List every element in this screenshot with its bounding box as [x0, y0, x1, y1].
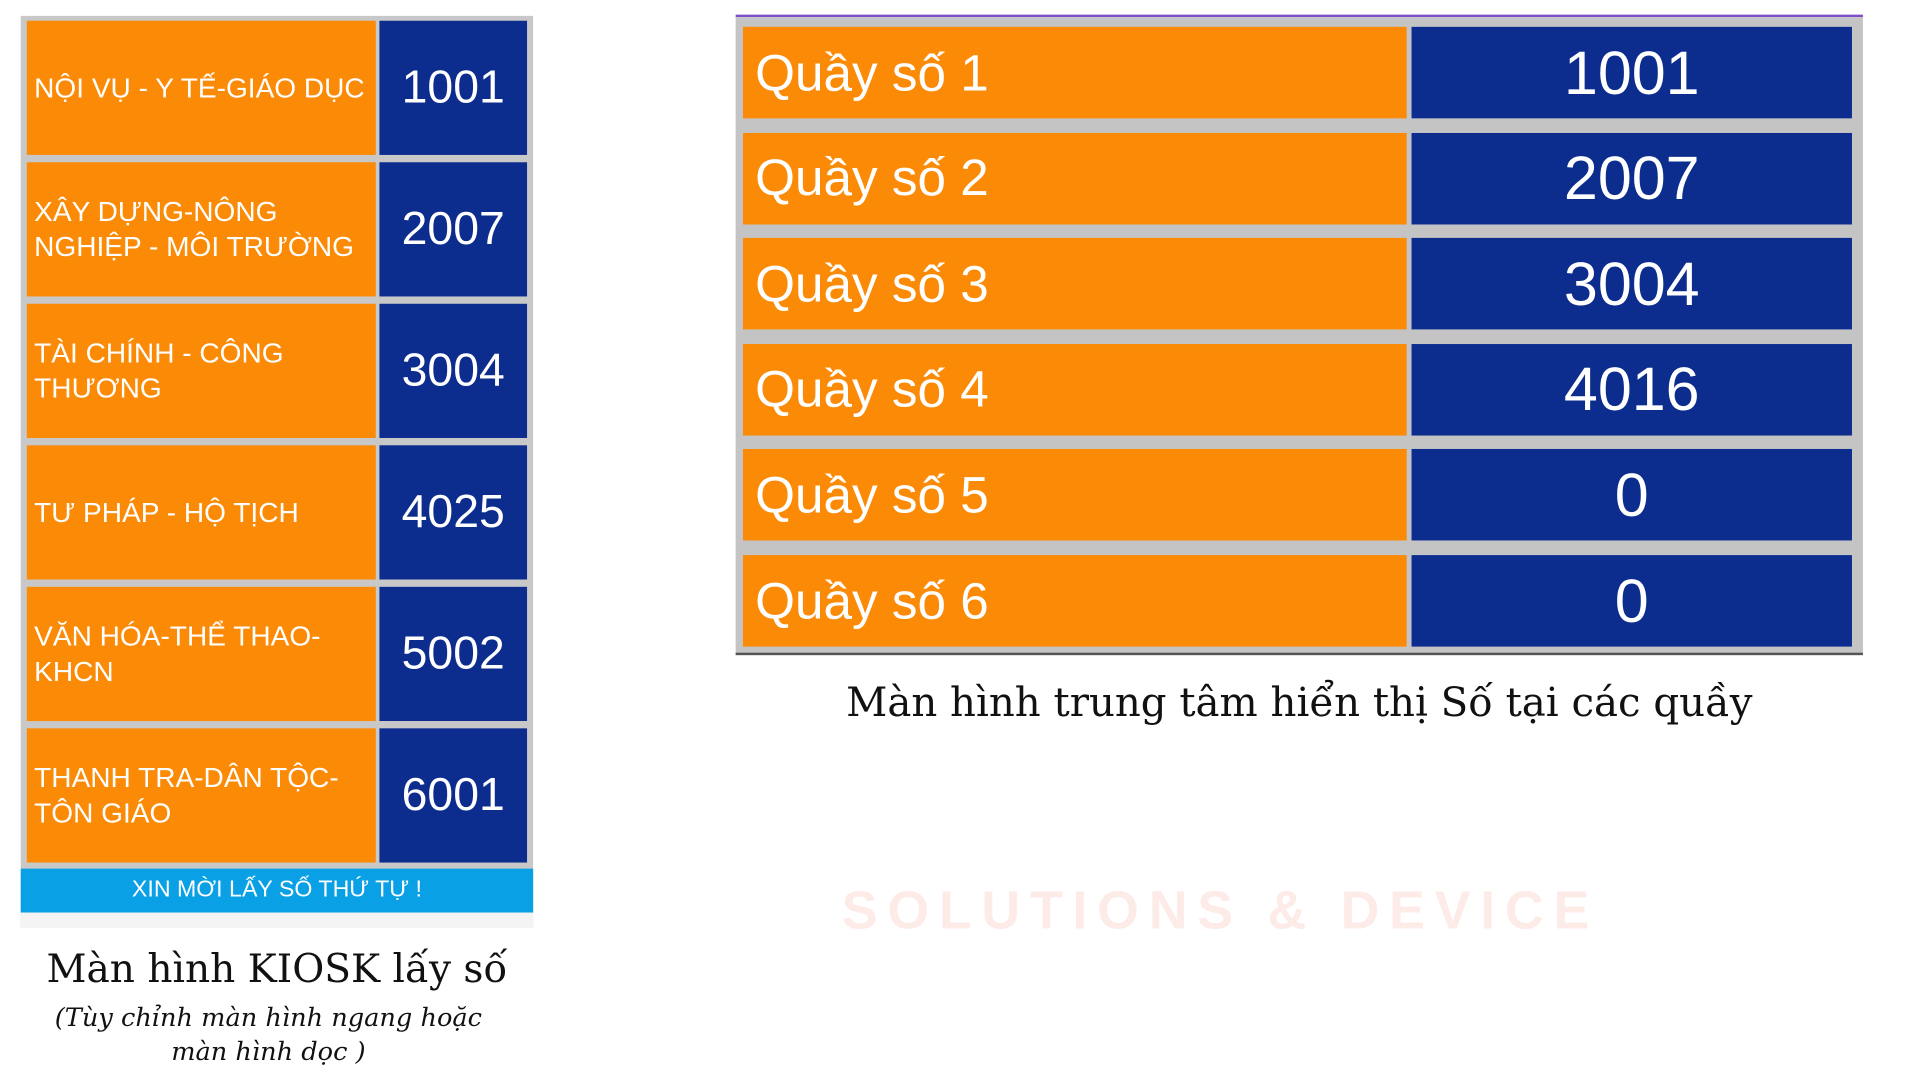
display-screen [735, 17, 1863, 656]
counter-label: Quầy số 2 [742, 132, 1407, 224]
service-label[interactable]: THANH TRA-DÂN TỘC-TÔN GIÁO [26, 728, 376, 863]
kiosk-footer [20, 912, 534, 928]
counter-label: Quầy số 5 [742, 449, 1407, 541]
counter-label: Quầy số 1 [742, 26, 1407, 119]
kiosk-caption: Màn hình KIOSK lấy số [46, 945, 508, 992]
counter-label: Quầy số 3 [742, 238, 1407, 330]
display-top-border [735, 14, 1863, 18]
service-number[interactable]: 6001 [379, 728, 528, 863]
service-label[interactable]: NỘI VỤ - Y TẾ-GIÁO DỤC [26, 20, 376, 155]
service-number[interactable]: 2007 [379, 162, 528, 297]
service-label[interactable]: TÀI CHÍNH - CÔNG THƯƠNG [26, 303, 376, 438]
kiosk-button[interactable]: XIN MỜI LẤY SỐ THỨ TỰ ! [20, 868, 534, 913]
counter-number: 1001 [1411, 26, 1852, 119]
service-number[interactable]: 4025 [379, 445, 528, 580]
counter-number: 0 [1411, 449, 1852, 541]
counter-number: 3004 [1411, 238, 1852, 330]
watermark: SOLUTIONS & DEVICE [841, 880, 1600, 941]
counter-number: 0 [1411, 555, 1852, 647]
counter-number: 4016 [1411, 343, 1852, 436]
service-number[interactable]: 3004 [379, 303, 528, 438]
display-caption: Màn hình trung tâm hiển thị Số tại các q… [846, 678, 1753, 726]
service-number[interactable]: 5002 [379, 586, 528, 722]
service-label[interactable]: XÂY DỰNG-NÔNG NGHIỆP - MÔI TRƯỜNG [26, 162, 376, 297]
service-label[interactable]: VĂN HÓA-THỂ THAO-KHCN [26, 586, 376, 722]
counter-number: 2007 [1411, 132, 1852, 224]
service-number[interactable]: 1001 [379, 20, 528, 155]
service-label[interactable]: TƯ PHÁP - HỘ TỊCH [26, 445, 376, 580]
counter-label: Quầy số 6 [742, 555, 1407, 647]
kiosk-subcaption: (Tùy chỉnh màn hình ngang hoặc màn hình … [54, 1002, 482, 1067]
counter-label: Quầy số 4 [742, 343, 1407, 436]
